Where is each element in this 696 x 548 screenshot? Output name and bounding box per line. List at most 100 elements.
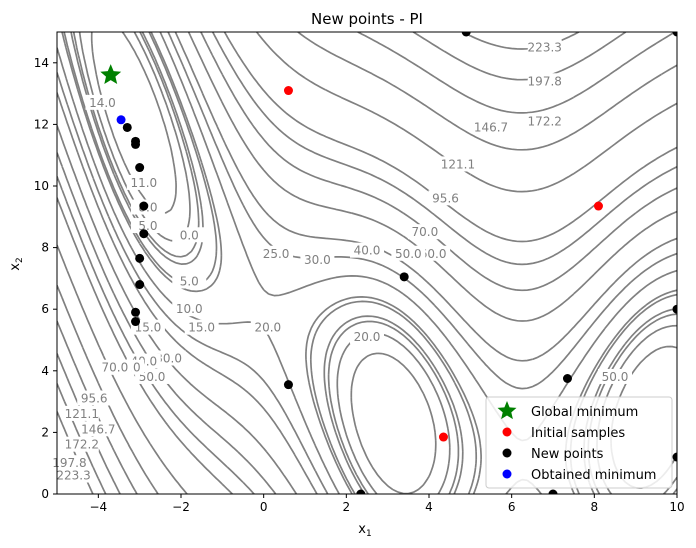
x-tick-label: 6 — [508, 500, 516, 514]
contour-label-backing — [172, 273, 207, 289]
data-point — [131, 139, 141, 149]
contour-label: 0.0 — [180, 228, 199, 242]
contour-label-backing — [172, 227, 207, 243]
x-tick-label: 4 — [425, 500, 433, 514]
y-axis-label-subscript: 2 — [15, 257, 25, 263]
contour-label-backing — [130, 218, 165, 234]
y-tick-label: 8 — [41, 241, 49, 255]
x-axis-label-main: x — [358, 522, 366, 537]
contour-label: 146.7 — [474, 120, 508, 134]
contour-line — [61, 32, 677, 494]
data-point — [593, 201, 603, 211]
legend-marker — [502, 427, 512, 437]
contour-label-backing — [300, 251, 335, 267]
data-point — [122, 122, 132, 132]
y-axis-ticks: 0 2 4 6 8 10 12 14 — [34, 56, 57, 501]
data-point — [283, 380, 293, 390]
y-tick-label: 10 — [34, 179, 49, 193]
data-point — [356, 489, 366, 494]
contour-line — [57, 32, 677, 494]
contour-line — [57, 32, 677, 494]
data-point — [672, 452, 677, 462]
contour-label: 197.8 — [528, 74, 562, 88]
contour-label-backing — [184, 319, 219, 335]
contour-label: 70.0 — [412, 225, 439, 239]
legend-marker — [502, 448, 512, 458]
contour-line — [57, 32, 677, 494]
x-axis-ticks: −4 −2 0 2 4 6 8 10 — [89, 494, 685, 514]
x-tick-label: 8 — [591, 500, 599, 514]
legend-label: Global minimum — [531, 405, 638, 420]
contour-label: 223.3 — [528, 40, 562, 54]
data-point — [135, 280, 145, 290]
contour-label-backing — [85, 94, 120, 110]
y-tick-label: 6 — [41, 302, 49, 316]
contour-line — [57, 32, 677, 494]
contour-label-backing — [77, 390, 112, 406]
contour-label-backing — [527, 39, 562, 55]
contour-label-backing — [527, 73, 562, 89]
contour-label-backing — [97, 359, 132, 375]
data-point — [139, 201, 149, 211]
data-point — [131, 317, 141, 327]
y-tick-label: 12 — [34, 117, 49, 131]
legend-label: Initial samples — [531, 426, 625, 441]
y-tick-label: 14 — [34, 56, 49, 70]
contour-label-backing — [250, 319, 285, 335]
contour-label: 30.0 — [155, 351, 182, 365]
legend-marker — [502, 469, 512, 479]
data-point — [283, 86, 293, 96]
contour-line — [57, 32, 677, 494]
contour-label: 5.0 — [180, 274, 199, 288]
contour-label: 172.2 — [65, 438, 99, 452]
contour-label: 20.0 — [354, 330, 381, 344]
data-point — [461, 32, 471, 37]
contour-label: 14.0 — [89, 96, 116, 110]
contour-label-backing — [172, 301, 207, 317]
legend-label: New points — [531, 447, 604, 462]
x-tick-label: 0 — [260, 500, 268, 514]
contour-label-backing — [527, 113, 562, 129]
contour-label: 70.0 — [102, 361, 129, 375]
contour-label: 11.0 — [130, 176, 157, 190]
data-point — [548, 489, 558, 494]
data-point — [672, 304, 677, 314]
data-point — [139, 229, 149, 239]
contour-label-backing — [350, 242, 384, 258]
y-axis-label-main: x — [8, 263, 23, 271]
contour-label-backing — [56, 467, 91, 483]
data-points — [100, 32, 677, 494]
contour-label: 50.0 — [139, 370, 166, 384]
contour-label-backing — [407, 224, 442, 240]
x-tick-label: −4 — [89, 500, 107, 514]
y-tick-label: 4 — [41, 364, 49, 378]
contour-label: 20.0 — [254, 321, 281, 335]
contour-label: 25.0 — [263, 247, 290, 261]
data-point — [116, 115, 126, 125]
contour-line — [57, 32, 677, 494]
contour-labels: 223.3197.8172.2146.7121.195.670.060.050.… — [52, 39, 632, 483]
legend-box — [485, 396, 673, 489]
contour-label-backing — [259, 245, 294, 261]
x-axis-label: x1 — [358, 522, 371, 539]
contour-label: 50.0 — [395, 247, 422, 261]
contour-label-backing — [52, 455, 87, 471]
contour-label: 172.2 — [528, 114, 562, 128]
contour-label: 50.0 — [602, 370, 629, 384]
data-point — [135, 163, 145, 173]
contour-label-backing — [440, 156, 475, 172]
y-tick-label: 2 — [41, 425, 49, 439]
y-tick-label: 0 — [41, 487, 49, 501]
contour-label: 223.3 — [56, 469, 90, 483]
contour-label: 40.0 — [354, 244, 381, 258]
data-point — [399, 272, 409, 282]
data-point — [131, 307, 141, 317]
data-point — [135, 253, 145, 263]
contour-label-backing — [428, 190, 463, 206]
contour-label-backing — [126, 174, 161, 190]
contour-label: 95.6 — [432, 191, 459, 205]
contour-label: 121.1 — [65, 407, 99, 421]
x-axis-label-subscript: 1 — [366, 529, 372, 539]
contour-label-backing — [391, 245, 426, 261]
